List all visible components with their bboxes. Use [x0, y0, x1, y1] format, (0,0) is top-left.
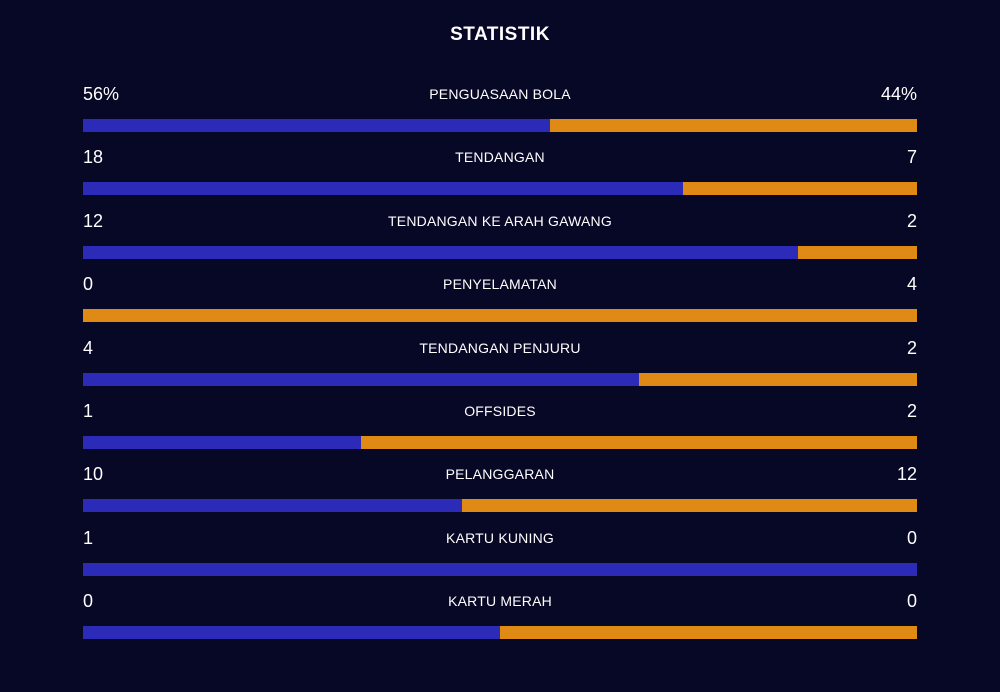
stat-bar-home [83, 626, 500, 640]
stat-row-corners: 4 TENDANGAN PENJURU 2 [83, 334, 917, 397]
stat-away-value: 4 [906, 274, 917, 295]
stat-bar-away [83, 309, 917, 323]
stat-row-shots-on-target: 12 TENDANGAN KE ARAH GAWANG 2 [83, 207, 917, 270]
stat-label: TENDANGAN PENJURU [419, 339, 581, 356]
stat-label: PELANGGARAN [445, 466, 555, 483]
stat-label: OFFSIDES [464, 402, 536, 419]
stat-bar [83, 119, 917, 132]
stat-row-saves: 0 PENYELAMATAN 4 [83, 270, 917, 333]
stat-bar-home [83, 499, 463, 513]
stat-row-possession: 56% PENGUASAAN BOLA 44% [83, 80, 917, 143]
stat-home-value: 1 [83, 400, 94, 421]
stat-bar [83, 182, 917, 196]
stat-bar-home [83, 435, 361, 449]
stat-row-fouls: 10 PELANGGARAN 12 [83, 460, 917, 523]
stat-home-value: 0 [83, 591, 94, 612]
stat-bar-away [683, 182, 917, 196]
stat-away-value: 2 [906, 210, 917, 231]
page-title: STATISTIK [450, 24, 550, 45]
stat-row-yellow-cards: 1 KARTU KUNING 0 [83, 524, 917, 587]
stat-away-value: 7 [906, 147, 917, 168]
stat-label: TENDANGAN [455, 149, 545, 166]
stat-bar-home [83, 119, 551, 132]
stat-away-value: 0 [906, 527, 917, 548]
stat-away-value: 2 [906, 400, 917, 421]
stats-list: 56% PENGUASAAN BOLA 44% 18 TENDANGAN 7 1… [83, 80, 917, 651]
stat-bar-away [360, 435, 917, 449]
stat-bar [83, 562, 917, 576]
stat-bar [83, 435, 917, 449]
stat-bar-away [797, 245, 917, 259]
stat-bar-home [83, 562, 917, 576]
stat-row-offsides: 1 OFFSIDES 2 [83, 397, 917, 460]
stat-away-value: 0 [906, 591, 917, 612]
stat-bar-away [639, 372, 917, 386]
stat-bar-home [83, 182, 684, 196]
stat-away-value: 12 [896, 464, 917, 485]
stat-bar [83, 372, 917, 386]
stat-label: KARTU KUNING [446, 529, 554, 546]
stat-away-value: 2 [906, 337, 917, 358]
stat-home-value: 4 [83, 337, 94, 358]
stat-home-value: 10 [83, 464, 104, 485]
stat-home-value: 18 [83, 147, 104, 168]
stat-bar-home [83, 372, 640, 386]
stat-bar-home [83, 245, 798, 259]
stat-row-shots: 18 TENDANGAN 7 [83, 143, 917, 206]
stat-bar-away [462, 499, 917, 513]
stat-bar-away [550, 119, 917, 132]
stat-bar [83, 626, 917, 640]
stat-home-value: 12 [83, 210, 104, 231]
stat-label: PENYELAMATAN [443, 276, 557, 293]
stat-home-value: 0 [83, 274, 94, 295]
stat-bar [83, 309, 917, 323]
stat-label: PENGUASAAN BOLA [429, 86, 571, 102]
stat-label: KARTU MERAH [448, 593, 552, 610]
stat-bar [83, 245, 917, 259]
stat-label: TENDANGAN KE ARAH GAWANG [388, 212, 612, 229]
stat-away-value: 44% [880, 84, 917, 104]
stat-home-value: 56% [83, 84, 120, 104]
stat-bar-away [500, 626, 917, 640]
stat-home-value: 1 [83, 527, 94, 548]
stat-row-red-cards: 0 KARTU MERAH 0 [83, 587, 917, 650]
stat-bar [83, 499, 917, 513]
